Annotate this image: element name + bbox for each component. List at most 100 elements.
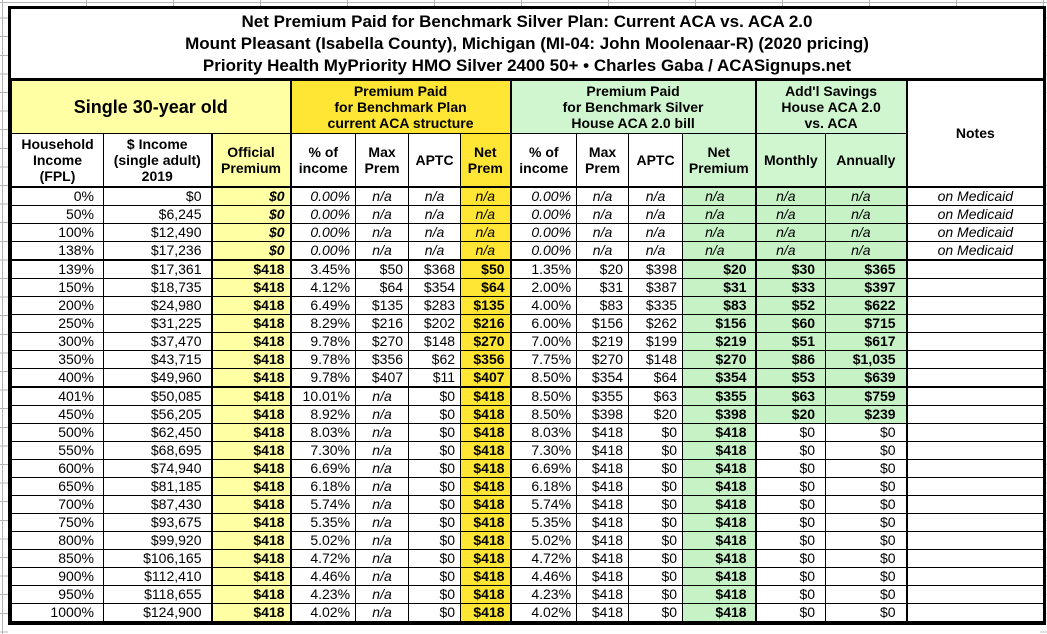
table-row: 139% $17,361 $418 3.45% $50 $368 $50 1.35% $20 $3… — [11, 258, 1045, 279]
cell-note — [905, 349, 1045, 369]
cell-annually: $0 — [825, 512, 908, 532]
cell-annually: $0 — [825, 494, 908, 514]
cell-note — [905, 584, 1045, 604]
cell-pct1: 8.29% — [289, 313, 357, 333]
cell-official: $418 — [210, 404, 292, 424]
cell-max1: n/a — [355, 422, 410, 442]
cell-net2: $270 — [682, 349, 757, 369]
cell-pct1: 4.02% — [289, 602, 357, 622]
cell-aptc1: $0 — [408, 494, 462, 514]
cell-aptc2: $63 — [628, 385, 684, 406]
cell-aptc1: $0 — [408, 512, 462, 532]
column-header-pct-income-aca2: % of income — [509, 133, 578, 187]
cell-note — [905, 566, 1045, 586]
cell-income: $62,450 — [103, 422, 212, 442]
cell-official: $418 — [210, 566, 292, 586]
table-row: 450% $56,205 $418 8.92% n/a $0 $418 8.50% $398 $2… — [11, 404, 1045, 424]
cell-net2: $418 — [682, 602, 757, 622]
cell-net2: $418 — [682, 548, 757, 568]
cell-monthly: $0 — [754, 476, 827, 496]
cell-aptc2: $0 — [628, 566, 684, 586]
cell-pct2: 5.35% — [509, 512, 578, 532]
cell-fpl: 0% — [11, 185, 104, 206]
cell-pct1: 4.72% — [289, 548, 357, 568]
cell-monthly: $0 — [754, 584, 827, 604]
cell-aptc1: $62 — [408, 349, 462, 369]
cell-monthly: $0 — [754, 602, 827, 622]
cell-fpl: 600% — [11, 458, 104, 478]
cell-aptc1: $0 — [408, 566, 462, 586]
cell-fpl: 50% — [11, 204, 104, 224]
cell-max1: n/a — [355, 204, 410, 224]
cell-annually: n/a — [825, 222, 908, 242]
cell-max2: $31 — [576, 277, 630, 297]
column-header-pct-income-aca: % of income — [289, 133, 357, 187]
cell-aptc2: $0 — [628, 422, 684, 442]
cell-note — [905, 258, 1045, 279]
cell-pct2: 8.50% — [509, 385, 578, 406]
cell-income: $37,470 — [103, 331, 212, 351]
cell-max2: $418 — [576, 530, 630, 550]
cell-net2: $398 — [682, 404, 757, 424]
cell-annually: n/a — [825, 240, 908, 260]
cell-pct2: 6.00% — [509, 313, 578, 333]
spreadsheet-gridlines-top — [0, 0, 1047, 6]
cell-net1: $418 — [460, 494, 512, 514]
cell-note — [905, 512, 1045, 532]
cell-monthly: $0 — [754, 548, 827, 568]
cell-net1: $407 — [460, 367, 512, 387]
cell-annually: n/a — [825, 204, 908, 224]
cell-official: $0 — [210, 185, 292, 206]
cell-note — [905, 385, 1045, 406]
cell-pct2: 4.23% — [509, 584, 578, 604]
cell-max1: n/a — [355, 404, 410, 424]
cell-income: $0 — [103, 185, 212, 206]
cell-annually: $715 — [825, 313, 908, 333]
cell-official: $0 — [210, 240, 292, 260]
cell-fpl: 750% — [11, 512, 104, 532]
cell-max2: $418 — [576, 548, 630, 568]
cell-monthly: $0 — [754, 458, 827, 478]
cell-monthly: $0 — [754, 512, 827, 532]
table-row: 0% $0 $0 0.00% n/a n/a n/a 0.00% n/a n/a n/a n/a n/a… — [11, 185, 1045, 206]
cell-aptc1: $0 — [408, 602, 462, 622]
cell-max2: $156 — [576, 313, 630, 333]
cell-monthly: $53 — [754, 367, 827, 387]
group-header-notes: Notes — [905, 80, 1045, 187]
table-row: 300% $37,470 $418 9.78% $270 $148 $270 7.00% $21… — [11, 331, 1045, 351]
cell-annually: $239 — [825, 404, 908, 424]
cell-note — [905, 404, 1045, 424]
cell-note: on Medicaid — [905, 185, 1045, 206]
cell-pct2: 7.75% — [509, 349, 578, 369]
cell-aptc2: $0 — [628, 512, 684, 532]
cell-net1: n/a — [460, 185, 512, 206]
cell-income: $106,165 — [103, 548, 212, 568]
group-header-current-aca: Premium Paid for Benchmark Plan current … — [289, 80, 512, 134]
cell-net1: $418 — [460, 512, 512, 532]
cell-net2: n/a — [682, 240, 757, 260]
cell-max2: $418 — [576, 476, 630, 496]
table-row: 1000% $124,900 $418 4.02% n/a $0 $418 4.02% $418… — [11, 602, 1045, 622]
cell-aptc2: $0 — [628, 584, 684, 604]
cell-annually: $639 — [825, 367, 908, 387]
cell-official: $418 — [210, 512, 292, 532]
cell-pct1: 5.74% — [289, 494, 357, 514]
cell-pct1: 8.03% — [289, 422, 357, 442]
cell-pct2: 6.69% — [509, 458, 578, 478]
cell-aptc1: $0 — [408, 458, 462, 478]
cell-net1: n/a — [460, 240, 512, 260]
cell-aptc1: $148 — [408, 331, 462, 351]
cell-pct2: 0.00% — [509, 222, 578, 242]
cell-aptc1: n/a — [408, 222, 462, 242]
cell-aptc1: $0 — [408, 385, 462, 406]
cell-aptc1: $0 — [408, 422, 462, 442]
table-row: 850% $106,165 $418 4.72% n/a $0 $418 4.72% $418 $… — [11, 548, 1045, 568]
cell-income: $17,361 — [103, 258, 212, 279]
cell-fpl: 150% — [11, 277, 104, 297]
cell-official: $418 — [210, 602, 292, 622]
group-header-aca-2-0: Premium Paid for Benchmark Silver House … — [509, 80, 757, 134]
cell-net2: $418 — [682, 494, 757, 514]
cell-monthly: $0 — [754, 422, 827, 442]
cell-net1: n/a — [460, 204, 512, 224]
